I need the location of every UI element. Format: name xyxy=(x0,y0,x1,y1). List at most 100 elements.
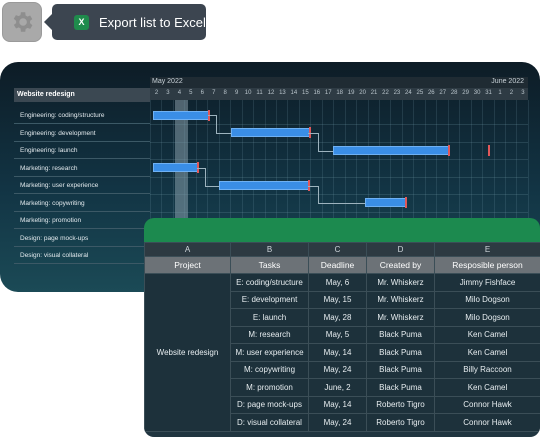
table-cell[interactable]: Black Puma xyxy=(366,360,435,379)
gantt-day-gridline xyxy=(424,100,426,292)
table-row: M: research May, 5 Black Puma Ken Camel xyxy=(145,325,540,344)
gantt-task-row[interactable]: Design: page mock-ups xyxy=(14,230,150,247)
column-header[interactable]: Deadline xyxy=(308,256,367,274)
gantt-day-label: 20 xyxy=(359,90,366,96)
gantt-task-bar[interactable] xyxy=(333,146,449,155)
table-cell[interactable]: Mr. Whiskerz xyxy=(366,290,435,309)
gantt-day-label: 3 xyxy=(166,90,170,96)
gantt-row-line xyxy=(150,159,528,160)
table-cell[interactable]: Mr. Whiskerz xyxy=(366,273,435,292)
gantt-task-bar[interactable] xyxy=(219,181,309,190)
table-cell[interactable]: Milo Dogson xyxy=(434,308,540,327)
column-header[interactable]: Project xyxy=(144,256,231,274)
table-cell[interactable]: M: promotion xyxy=(230,378,309,397)
column-letter[interactable]: A xyxy=(144,242,231,257)
export-excel-button[interactable]: X Export list to Excel xyxy=(44,4,206,40)
table-cell[interactable]: Connor Hawk xyxy=(434,413,540,432)
excel-header-strip xyxy=(144,218,540,242)
gantt-day-gridline xyxy=(527,100,529,292)
table-cell[interactable]: Jimmy Fishface xyxy=(434,273,540,292)
gantt-task-row[interactable]: Engineering: launch xyxy=(14,142,150,159)
table-cell[interactable]: May, 24 xyxy=(308,413,367,432)
table-cell[interactable]: May, 14 xyxy=(308,343,367,362)
gantt-dependency-line xyxy=(205,168,206,186)
table-cell[interactable]: Roberto Tigro xyxy=(366,395,435,414)
settings-button[interactable] xyxy=(2,2,42,42)
gantt-task-row[interactable]: Marketing: copywriting xyxy=(14,195,150,212)
table-cell[interactable]: Ken Camel xyxy=(434,378,540,397)
gantt-task-row[interactable]: Marketing: user experience xyxy=(14,177,150,194)
gantt-day-label: 22 xyxy=(382,90,389,96)
gantt-day-gridline xyxy=(344,100,346,292)
table-cell[interactable]: Connor Hawk xyxy=(434,395,540,414)
gantt-day-gridline xyxy=(321,100,323,292)
gantt-day-gridline xyxy=(470,100,472,292)
gantt-deadline-marker xyxy=(488,145,490,156)
gantt-day-gridline xyxy=(264,100,266,292)
gantt-day-label: 24 xyxy=(405,90,412,96)
gantt-dependency-line xyxy=(197,168,205,169)
table-cell[interactable]: May, 14 xyxy=(308,395,367,414)
gantt-dependency-line xyxy=(208,115,216,116)
table-header-row: Project Tasks Deadline Created by Resposible… xyxy=(144,256,540,274)
table-cell[interactable]: D: page mock-ups xyxy=(230,395,309,414)
column-letter[interactable]: E xyxy=(434,242,540,257)
gantt-day-label: 19 xyxy=(347,90,355,96)
table-cell[interactable]: M: user experience xyxy=(230,343,309,362)
table-cell[interactable]: Ken Camel xyxy=(434,325,540,344)
gantt-row-line xyxy=(150,141,528,143)
table-cell[interactable]: M: research xyxy=(230,325,309,344)
column-header[interactable]: Created by xyxy=(366,256,435,274)
table-cell[interactable]: Ken Camel xyxy=(434,343,540,362)
table-cell[interactable]: Black Puma xyxy=(366,325,435,344)
gantt-day-gridline xyxy=(310,100,312,292)
table-cell[interactable]: Black Puma xyxy=(366,378,435,397)
table-cell[interactable]: Roberto Tigro xyxy=(366,413,435,432)
table-row: Website redesign E: coding/structure May, … xyxy=(144,273,540,432)
column-header[interactable]: Tasks xyxy=(230,256,309,274)
gantt-day-label: 31 xyxy=(485,90,492,96)
table-cell[interactable]: May, 5 xyxy=(308,325,367,344)
table-cell[interactable]: Black Puma xyxy=(366,343,435,362)
table-cell[interactable]: Mr. Whiskerz xyxy=(366,308,435,327)
column-letter[interactable]: B xyxy=(230,242,309,257)
table-cell[interactable]: E: development xyxy=(230,290,309,309)
gantt-task-row[interactable]: Design: visual collateral xyxy=(14,247,150,264)
table-cell[interactable]: D: visual collateral xyxy=(230,413,309,432)
gantt-dependency-line xyxy=(318,186,319,203)
gantt-task-bar[interactable] xyxy=(231,128,310,137)
gantt-task-row[interactable]: Marketing: promotion xyxy=(14,212,150,229)
gantt-month-start: May 2022 xyxy=(152,78,183,85)
gantt-month-end: June 2022 xyxy=(491,78,524,85)
column-letter[interactable]: D xyxy=(366,242,435,257)
table-cell[interactable]: E: launch xyxy=(230,308,309,327)
gantt-day-label: 1 xyxy=(498,90,502,96)
gantt-dependency-line xyxy=(318,151,333,152)
gantt-day-label: 5 xyxy=(189,90,193,96)
gantt-day-gridline xyxy=(241,100,243,292)
table-cell[interactable]: May, 6 xyxy=(308,273,367,292)
gantt-day-gridline xyxy=(195,100,197,292)
column-header[interactable]: Resposible person xyxy=(434,256,540,274)
table-cell[interactable]: E: coding/structure xyxy=(230,273,309,292)
table-cell[interactable]: June, 2 xyxy=(308,378,367,397)
table-cell[interactable]: May, 28 xyxy=(308,308,367,327)
project-cell[interactable]: Website redesign xyxy=(144,273,231,432)
column-letter[interactable]: C xyxy=(308,242,367,257)
gantt-day-gridline xyxy=(230,100,232,292)
table-cell[interactable]: Billy Raccoon xyxy=(434,360,540,379)
gantt-task-bar[interactable] xyxy=(153,163,198,172)
table-cell[interactable]: May, 15 xyxy=(308,290,367,309)
gantt-task-bar[interactable] xyxy=(365,198,406,207)
gantt-task-row[interactable]: Engineering: coding/structure xyxy=(14,107,150,124)
gantt-day-gridline xyxy=(436,100,438,292)
gantt-task-bar[interactable] xyxy=(153,111,209,120)
gantt-day-gridline xyxy=(275,100,277,292)
table-cell[interactable]: M: copywriting xyxy=(230,360,309,379)
gantt-task-row[interactable]: Marketing: research xyxy=(14,160,150,177)
gantt-day-gridline xyxy=(161,100,163,292)
gantt-task-row[interactable]: Engineering: development xyxy=(14,125,150,142)
table-cell[interactable]: May, 24 xyxy=(308,360,367,379)
table-cell[interactable]: Milo Dogson xyxy=(434,290,540,309)
